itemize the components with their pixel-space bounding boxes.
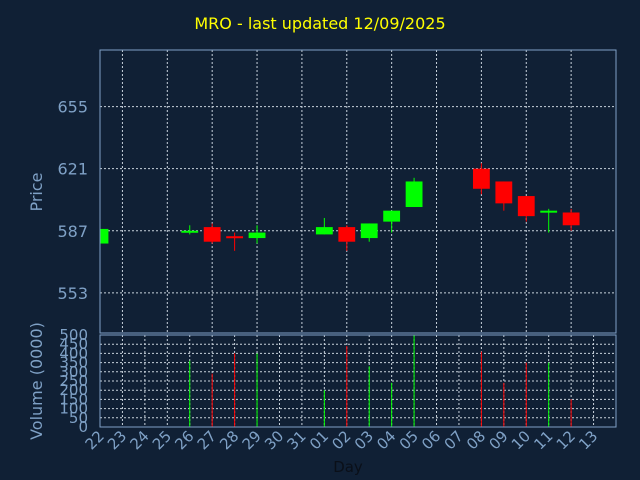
price-tick-label: 553	[57, 284, 88, 303]
candle-body	[226, 236, 244, 239]
x-tick-label: 13	[575, 427, 601, 453]
price-grid	[100, 50, 616, 333]
candle-body	[315, 227, 333, 235]
volume-grid	[100, 334, 616, 427]
volume-axis-label: Volume (0000)	[27, 322, 46, 440]
candle-body	[405, 181, 423, 208]
candles	[99, 163, 580, 251]
plot-frames	[99, 49, 617, 428]
volume-bars	[189, 335, 572, 427]
x-tick-labels: 2223242526272829303101020304050607080910…	[82, 427, 602, 453]
volume-tick-label: 450	[59, 335, 88, 353]
x-axis-label: Day	[333, 458, 363, 476]
volume-tick-label: 100	[59, 400, 88, 418]
volume-tick-label: 350	[59, 354, 88, 372]
candle-body	[338, 227, 356, 242]
volume-tick-label: 200	[59, 381, 88, 399]
candle-body	[181, 230, 199, 233]
volume-frame	[99, 334, 617, 428]
chart-title: MRO - last updated 12/09/2025	[194, 14, 446, 33]
candle-body	[248, 232, 266, 239]
price-axis-label: Price	[27, 172, 46, 211]
volume-tick-label: 50	[69, 409, 88, 427]
volume-tick-label: 0	[78, 418, 88, 436]
volume-tick-label: 400	[59, 344, 88, 362]
candle-body	[517, 196, 535, 217]
candle-body	[383, 210, 401, 222]
price-tick-label: 655	[57, 98, 88, 117]
price-frame	[99, 49, 617, 334]
volume-tick-label: 500	[59, 326, 88, 344]
candle-body	[203, 227, 221, 242]
price-tick-labels: 553 587 621 655	[57, 98, 88, 303]
volume-tick-label: 250	[59, 372, 88, 390]
candle-body	[562, 212, 580, 226]
candle-body	[495, 181, 513, 204]
candle-body	[540, 210, 558, 213]
volume-tick-label: 300	[59, 363, 88, 381]
candle-body	[100, 228, 109, 244]
volume-tick-label: 150	[59, 390, 88, 408]
candle-body	[360, 223, 378, 239]
price-tick-label: 587	[57, 222, 88, 241]
price-tick-label: 621	[57, 160, 88, 179]
candle-body	[472, 168, 490, 189]
